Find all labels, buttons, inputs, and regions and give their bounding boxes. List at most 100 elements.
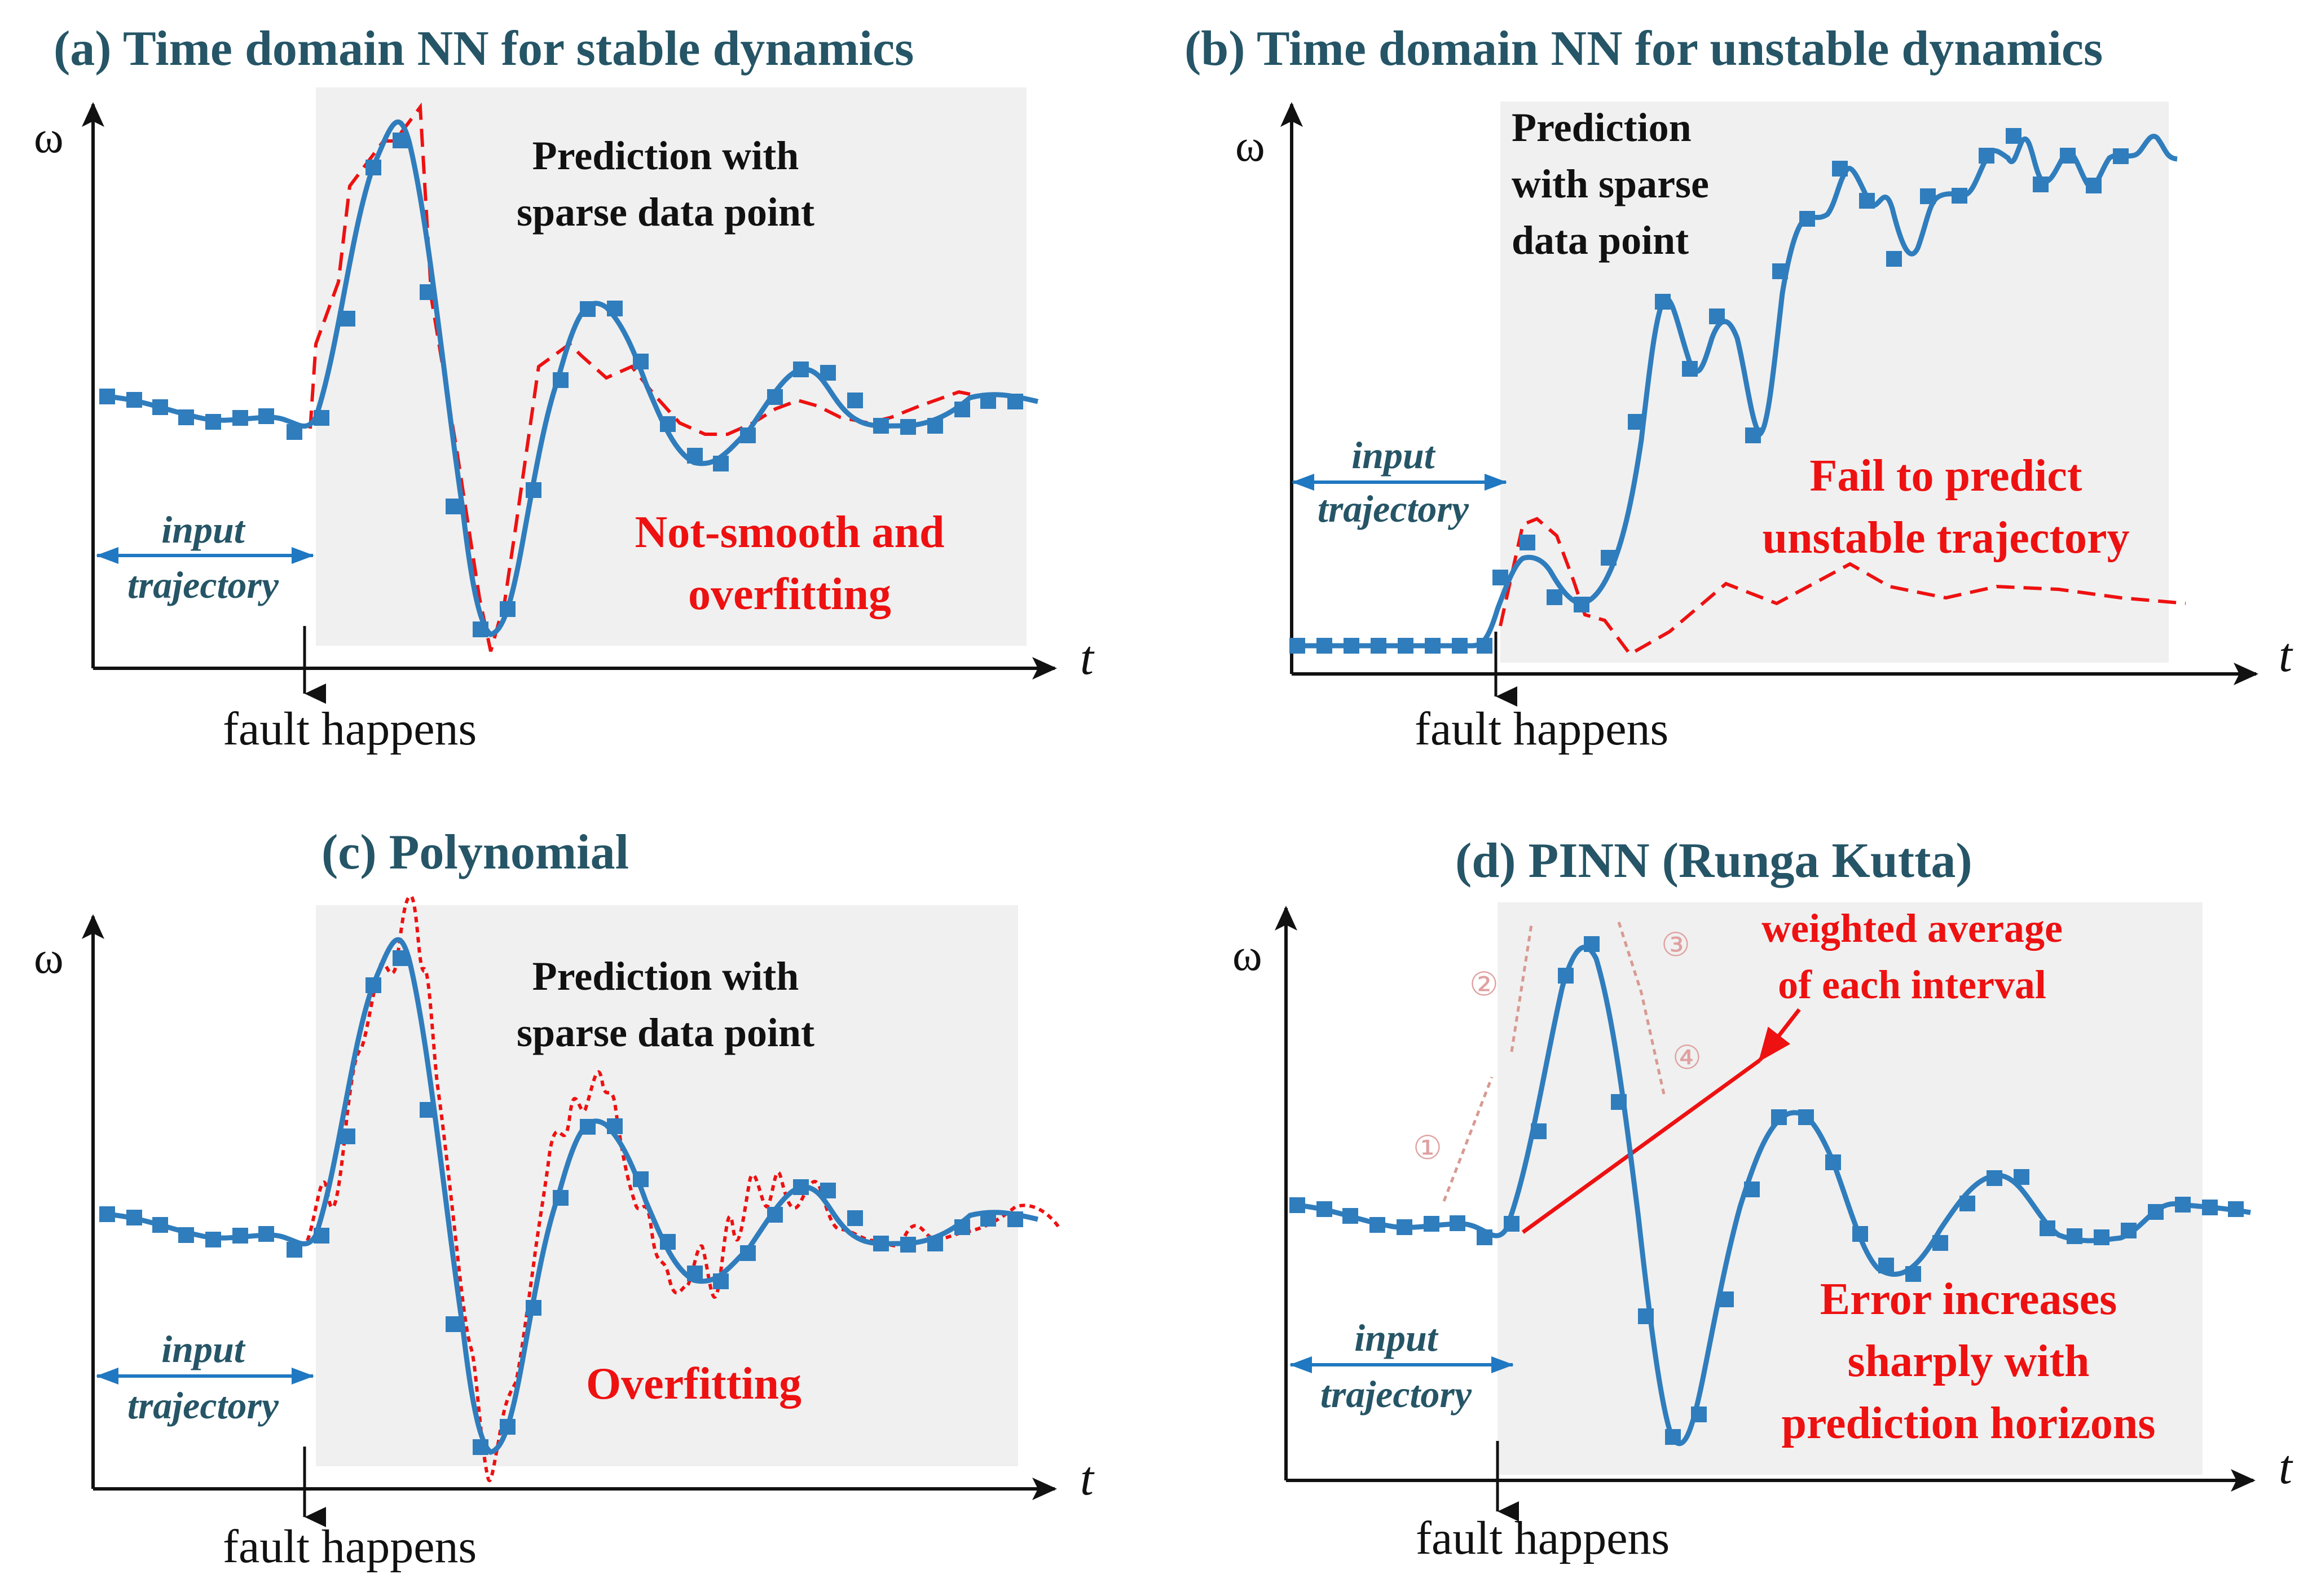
sample-marker bbox=[1832, 161, 1848, 177]
sample-marker bbox=[2202, 1200, 2218, 1215]
sample-marker bbox=[1665, 1429, 1681, 1445]
sample-marker bbox=[1987, 1170, 2002, 1186]
x-axis-label: t bbox=[2279, 628, 2293, 682]
sample-marker bbox=[1424, 1216, 1439, 1232]
sample-marker bbox=[954, 1219, 970, 1235]
prediction-label: data point bbox=[1512, 218, 1689, 263]
panel-b-title: (b) Time domain NN for unstable dynamics bbox=[1184, 21, 2103, 76]
sample-marker bbox=[1531, 1123, 1547, 1139]
sample-marker bbox=[1691, 1407, 1707, 1422]
sample-marker bbox=[1492, 570, 1508, 585]
sample-marker bbox=[820, 365, 836, 381]
input-label: input bbox=[1354, 1316, 1439, 1359]
sample-marker bbox=[767, 1207, 783, 1223]
sample-marker bbox=[2094, 1229, 2109, 1245]
prediction-region bbox=[316, 87, 1027, 646]
sample-marker bbox=[633, 1171, 649, 1187]
sample-marker bbox=[740, 427, 756, 443]
sample-marker bbox=[2060, 148, 2076, 164]
sample-marker bbox=[152, 1217, 168, 1233]
sample-marker bbox=[1369, 1217, 1385, 1233]
sample-marker bbox=[2040, 1220, 2055, 1236]
sample-marker bbox=[1007, 1211, 1023, 1227]
sample-marker bbox=[314, 410, 329, 426]
prediction-region bbox=[1498, 902, 2203, 1475]
sample-marker bbox=[420, 284, 435, 300]
sample-marker bbox=[1628, 414, 1644, 430]
sample-marker bbox=[633, 354, 649, 369]
pinn-trajectory bbox=[1297, 945, 2251, 1447]
sample-marker bbox=[1601, 550, 1617, 566]
sample-marker bbox=[340, 311, 355, 327]
sample-marker bbox=[500, 601, 516, 617]
sample-marker bbox=[580, 1119, 596, 1135]
sample-marker bbox=[1397, 1219, 1412, 1235]
sample-marker bbox=[1316, 1201, 1332, 1217]
interval-marker: ① bbox=[1413, 1128, 1442, 1167]
x-axis-label: t bbox=[1080, 631, 1095, 685]
annotation-arrow bbox=[1758, 1008, 1801, 1062]
prediction-label: with sparse bbox=[1512, 161, 1709, 206]
sample-marker bbox=[2067, 1228, 2082, 1244]
error-label: Overfitting bbox=[586, 1359, 801, 1409]
sample-marker bbox=[1342, 1208, 1358, 1224]
sample-marker bbox=[1371, 638, 1386, 654]
y-axis-label: ω bbox=[34, 933, 64, 983]
sample-marker bbox=[580, 301, 596, 317]
sample-marker bbox=[1611, 1094, 1627, 1110]
sample-marker bbox=[793, 361, 809, 377]
interval-line bbox=[1510, 924, 1533, 1052]
sample-marker bbox=[1886, 251, 1902, 267]
sample-marker bbox=[393, 950, 408, 966]
sample-marker bbox=[1574, 597, 1589, 612]
sample-marker bbox=[365, 977, 381, 993]
true-trajectory bbox=[107, 119, 1039, 637]
input-label: input bbox=[161, 508, 246, 551]
sample-marker bbox=[1771, 1109, 1787, 1125]
sample-marker bbox=[1798, 1109, 1814, 1125]
error-label: sharply with bbox=[1848, 1337, 2090, 1386]
sample-marker bbox=[713, 1273, 729, 1289]
sample-marker bbox=[1745, 427, 1761, 443]
fault-label: fault happens bbox=[223, 1520, 477, 1573]
sample-marker bbox=[526, 1300, 541, 1316]
sample-marker bbox=[607, 1118, 623, 1134]
sample-marker bbox=[740, 1245, 756, 1261]
sample-marker bbox=[446, 1316, 461, 1332]
sample-marker bbox=[2148, 1204, 2164, 1220]
error-label: Error increases bbox=[1820, 1275, 2117, 1324]
sample-marker bbox=[287, 424, 302, 440]
panel-c: (c) Polynomial ω t fault happens input t… bbox=[34, 825, 1095, 1573]
sample-marker bbox=[1799, 211, 1815, 227]
sample-marker bbox=[1289, 1197, 1305, 1213]
prediction-label: Prediction with bbox=[532, 133, 799, 178]
interval-line bbox=[1617, 922, 1666, 1095]
sample-marker bbox=[927, 418, 943, 434]
sample-marker bbox=[1932, 1235, 1948, 1251]
sample-marker bbox=[767, 389, 783, 405]
y-axis-label: ω bbox=[1232, 931, 1262, 980]
input-label: trajectory bbox=[1318, 487, 1469, 530]
annotation-label: weighted average bbox=[1761, 906, 2063, 951]
sample-marker bbox=[1959, 1196, 1975, 1211]
interval-marker: ④ bbox=[1672, 1038, 1702, 1077]
sample-marker bbox=[446, 499, 461, 514]
prediction-region bbox=[316, 905, 1018, 1466]
fault-label: fault happens bbox=[223, 703, 477, 755]
sample-marker bbox=[1450, 1215, 1465, 1231]
annotation-line bbox=[1521, 1059, 1761, 1234]
input-label: input bbox=[161, 1328, 246, 1370]
error-label: Not-smooth and bbox=[635, 508, 945, 557]
sample-marker bbox=[1878, 1258, 1894, 1273]
true-trajectory bbox=[107, 937, 1039, 1455]
panel-d-title: (d) PINN (Runga Kutta) bbox=[1455, 834, 1972, 888]
sample-marker bbox=[1852, 1226, 1868, 1242]
annotation-label: of each interval bbox=[1778, 962, 2046, 1007]
x-axis-label: t bbox=[1080, 1451, 1095, 1505]
sample-marker bbox=[1859, 193, 1875, 209]
sample-marker bbox=[232, 1228, 248, 1244]
sample-marker bbox=[1425, 638, 1441, 654]
prediction-label: sparse data point bbox=[517, 1010, 814, 1055]
sample-marker bbox=[980, 393, 996, 409]
